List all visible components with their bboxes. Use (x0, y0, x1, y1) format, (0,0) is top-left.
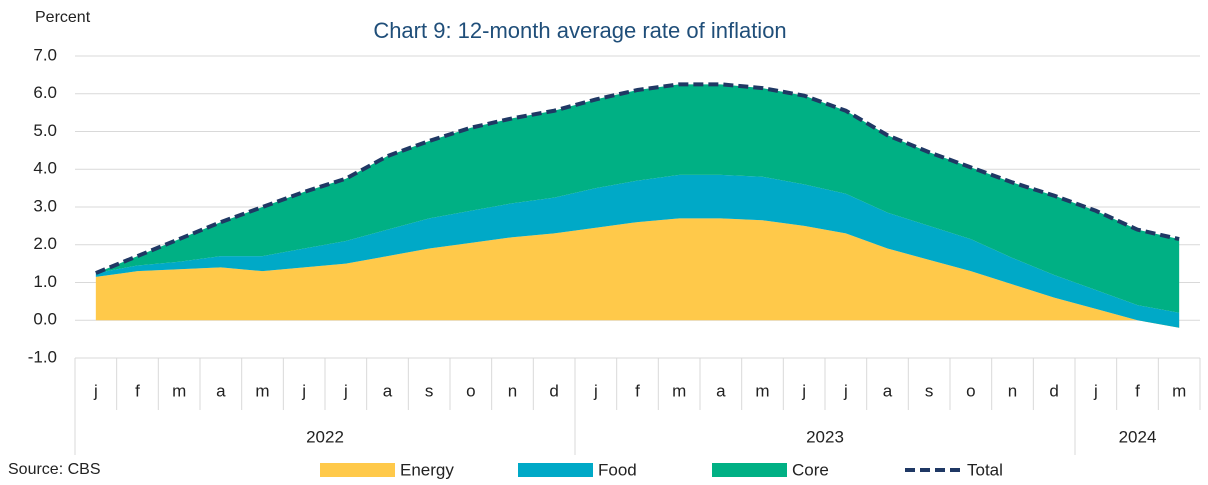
y-tick-label: 4.0 (33, 159, 57, 178)
x-tick-label: s (925, 381, 934, 400)
x-tick-label: n (508, 381, 517, 400)
x-tick-label: o (466, 381, 475, 400)
x-tick-label: n (1008, 381, 1017, 400)
area (95, 218, 1180, 328)
x-tick-label: a (883, 381, 893, 400)
x-tick-label: j (343, 381, 348, 400)
y-tick-label: 5.0 (33, 121, 57, 140)
x-tick-label: m (172, 381, 186, 400)
legend-label: Energy (400, 460, 454, 479)
x-tick-label: f (635, 381, 640, 400)
area (95, 84, 1180, 313)
x-tick-label: m (755, 381, 769, 400)
group-label: 2022 (306, 427, 344, 446)
x-tick-label: d (549, 381, 558, 400)
x-tick-label: o (966, 381, 975, 400)
group-label: 2024 (1119, 427, 1157, 446)
x-tick-label: j (593, 381, 598, 400)
y-tick-label: 3.0 (33, 196, 57, 215)
x-tick-label: j (843, 381, 848, 400)
y-axis-label: Percent (35, 9, 91, 26)
legend-swatch (518, 463, 593, 477)
x-tick-label: m (1172, 381, 1186, 400)
legend-label: Total (967, 460, 1003, 479)
legend-label: Core (792, 460, 829, 479)
x-tick-label: m (255, 381, 269, 400)
y-tick-label: 6.0 (33, 83, 57, 102)
chart-title: Chart 9: 12-month average rate of inflat… (373, 18, 786, 43)
y-tick-label: 0.0 (33, 310, 57, 329)
x-tick-label: d (1049, 381, 1058, 400)
x-tick-label: j (301, 381, 306, 400)
y-tick-label: 7.0 (33, 45, 57, 64)
x-tick-label: f (1135, 381, 1140, 400)
source-note: Source: CBS (8, 461, 100, 478)
legend-swatch (712, 463, 787, 477)
x-tick-label: f (135, 381, 140, 400)
y-tick-label: -1.0 (28, 347, 57, 366)
x-tick-label: j (93, 381, 98, 400)
x-tick-label: m (672, 381, 686, 400)
total-line (95, 82, 1180, 275)
x-tick-label: s (425, 381, 434, 400)
x-tick-label: a (383, 381, 393, 400)
x-tick-label: j (1093, 381, 1098, 400)
group-label: 2023 (806, 427, 844, 446)
legend-label: Food (598, 460, 637, 479)
y-tick-label: 1.0 (33, 272, 57, 291)
area (95, 174, 1180, 328)
x-tick-label: j (801, 381, 806, 400)
legend-swatch (320, 463, 395, 477)
x-tick-label: a (716, 381, 726, 400)
x-tick-label: a (216, 381, 226, 400)
y-tick-label: 2.0 (33, 234, 57, 253)
